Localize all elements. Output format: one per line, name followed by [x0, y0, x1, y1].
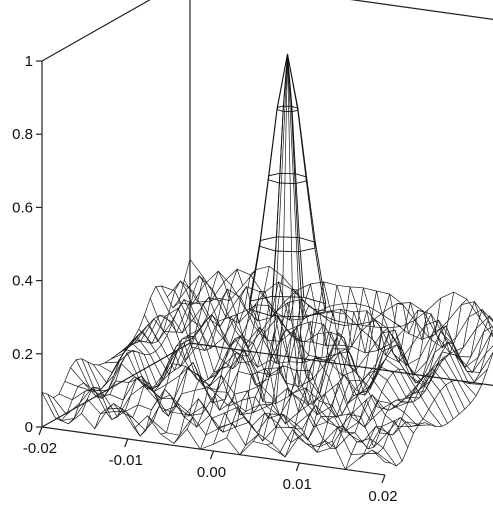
surface-mesh-column [345, 308, 493, 470]
peak-spike-ring [276, 105, 299, 113]
surface-mesh-column [94, 268, 244, 429]
surface-mesh-column [266, 303, 415, 446]
x-tick-mark [38, 426, 43, 436]
z-tick-label: 0 [25, 419, 33, 436]
surface-mesh-row [183, 268, 493, 340]
x-tick-mark [381, 474, 386, 484]
z-tick-label: 0.4 [12, 273, 33, 290]
peak-spike-ring [248, 295, 327, 318]
x-tick-mark [295, 462, 300, 472]
z-tick-label: 0.8 [12, 126, 33, 143]
back-wall-top-edge [350, 0, 493, 21]
x-tick-label: 0.02 [368, 488, 397, 505]
left-wall-top-edge [41, 0, 151, 62]
surface-mesh-column [107, 269, 257, 412]
plot-box [41, 0, 493, 476]
surface-mesh-column [55, 277, 204, 422]
x-tick-label: -0.02 [23, 440, 57, 457]
axis-ticks: 0 0.2 0.4 0.6 0.8 1 -0.02 -0.01 0.00 0.01 0.02 [12, 53, 397, 505]
surface-mesh-column [358, 315, 493, 460]
surface-mesh-row [81, 358, 425, 432]
surface-mesh-column [199, 285, 349, 450]
back-floor-edge [189, 342, 493, 387]
surface-mesh-column [371, 329, 493, 454]
x-tick-mark [124, 438, 129, 448]
z-tick-label: 0.2 [12, 346, 33, 363]
left-floor-edge [41, 342, 191, 428]
x-tick-label: 0.00 [197, 464, 226, 481]
surface-mesh-column [239, 290, 389, 455]
surface-mesh [41, 53, 493, 471]
surface-mesh-row [53, 386, 397, 467]
surface-mesh-column [120, 266, 270, 419]
surface-mesh-column [331, 300, 481, 442]
surface-mesh-column [318, 299, 468, 449]
surface-mesh-column [173, 283, 323, 444]
x-tick-mark [209, 450, 215, 460]
surface-mesh-column [134, 275, 283, 437]
z-tick-label: 0.6 [12, 199, 33, 216]
surface-mesh-column [41, 259, 191, 399]
x-tick-label: -0.01 [109, 452, 143, 469]
peak-spike-ring [267, 172, 308, 185]
surface-mesh-column [81, 270, 230, 414]
surface-mesh-column [147, 281, 296, 422]
peak-spike-ring [259, 236, 316, 253]
peak-spike-edge [287, 53, 326, 312]
surface-mesh-column [384, 351, 493, 467]
surface-mesh-row [92, 349, 437, 428]
surface-mesh-column [292, 298, 442, 439]
surface-mesh-column [68, 275, 217, 425]
x-tick-label: 0.01 [283, 476, 312, 493]
z-tick-label: 1 [25, 53, 33, 70]
surface-mesh-column [305, 292, 455, 453]
